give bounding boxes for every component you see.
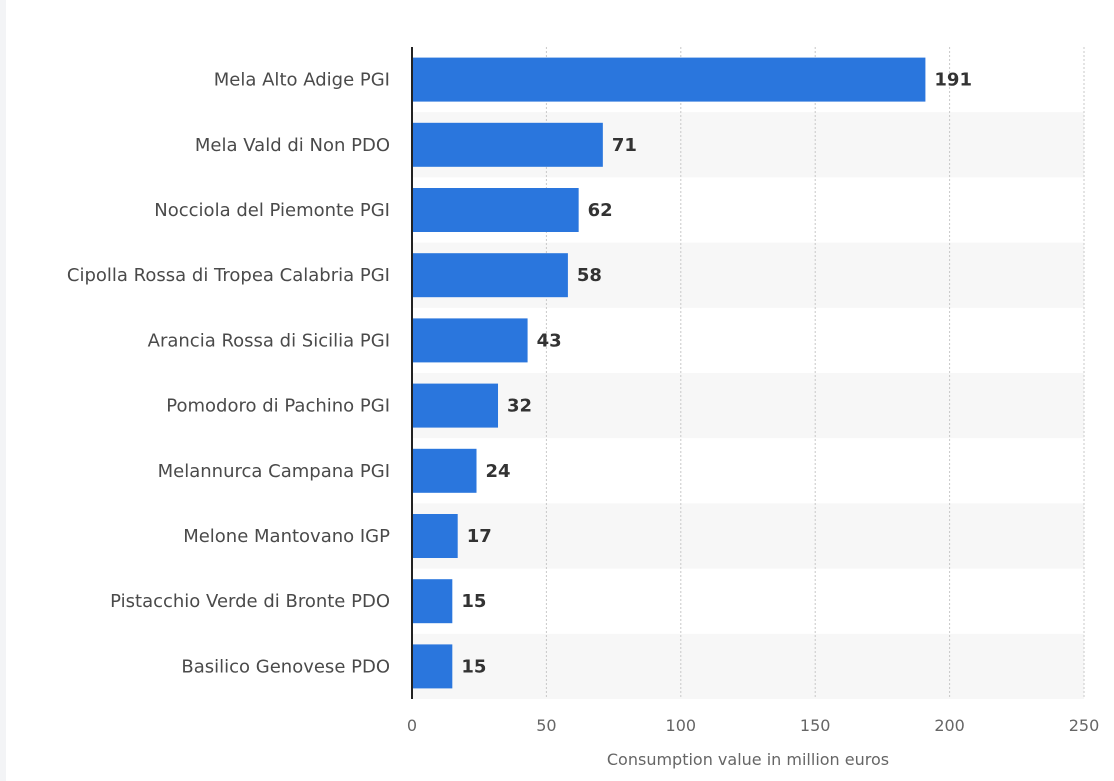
bar[interactable]: [412, 253, 568, 298]
bar[interactable]: [412, 448, 477, 493]
category-label: Nocciola del Piemonte PGI: [154, 200, 390, 221]
bars: [412, 57, 926, 689]
bar[interactable]: [412, 318, 528, 363]
bar[interactable]: [412, 579, 453, 624]
category-label: Basilico Genovese PDO: [181, 656, 390, 677]
x-tick-label: 150: [800, 716, 831, 735]
bar[interactable]: [412, 122, 603, 167]
x-tick-label: 250: [1069, 716, 1100, 735]
x-tick-label: 0: [407, 716, 417, 735]
data-label: 15: [461, 591, 486, 612]
bar[interactable]: [412, 57, 926, 102]
x-tick-label: 100: [666, 716, 697, 735]
category-label: Pomodoro di Pachino PGI: [166, 396, 390, 417]
data-label: 62: [588, 200, 613, 221]
data-label: 71: [612, 135, 637, 156]
data-label: 15: [461, 656, 486, 677]
data-label: 43: [537, 330, 562, 351]
bar[interactable]: [412, 514, 458, 558]
bar[interactable]: [412, 188, 579, 232]
category-label: Mela Alto Adige PGI: [214, 70, 390, 91]
category-label: Mela Vald di Non PDO: [195, 135, 390, 156]
row-band: [412, 633, 1084, 699]
category-label: Melannurca Campana PGI: [158, 461, 390, 482]
bar[interactable]: [412, 644, 453, 689]
bar[interactable]: [412, 383, 499, 428]
category-label: Melone Mantovano IGP: [183, 526, 390, 547]
row-band: [412, 373, 1084, 439]
category-label: Cipolla Rossa di Tropea Calabria PGI: [67, 265, 390, 286]
x-tick-labels: 0 50 100 150 200 250: [407, 716, 1099, 735]
x-axis-title: Consumption value in million euros: [607, 750, 889, 769]
data-label: 17: [467, 526, 492, 547]
data-label: 24: [486, 461, 511, 482]
value-labels: 191 71 62 58 43 32 24 17 15 15: [461, 70, 972, 678]
x-tick-label: 200: [934, 716, 965, 735]
data-label: 58: [577, 265, 602, 286]
category-label: Arancia Rossa di Sicilia PGI: [148, 330, 390, 351]
category-labels: Mela Alto Adige PGI Mela Vald di Non PDO N…: [67, 70, 390, 678]
data-label: 32: [507, 396, 532, 417]
row-bands: [412, 112, 1084, 699]
category-label: Pistacchio Verde di Bronte PDO: [110, 591, 390, 612]
x-tick-label: 50: [536, 716, 556, 735]
data-label: 191: [934, 70, 972, 91]
row-band: [412, 503, 1084, 569]
